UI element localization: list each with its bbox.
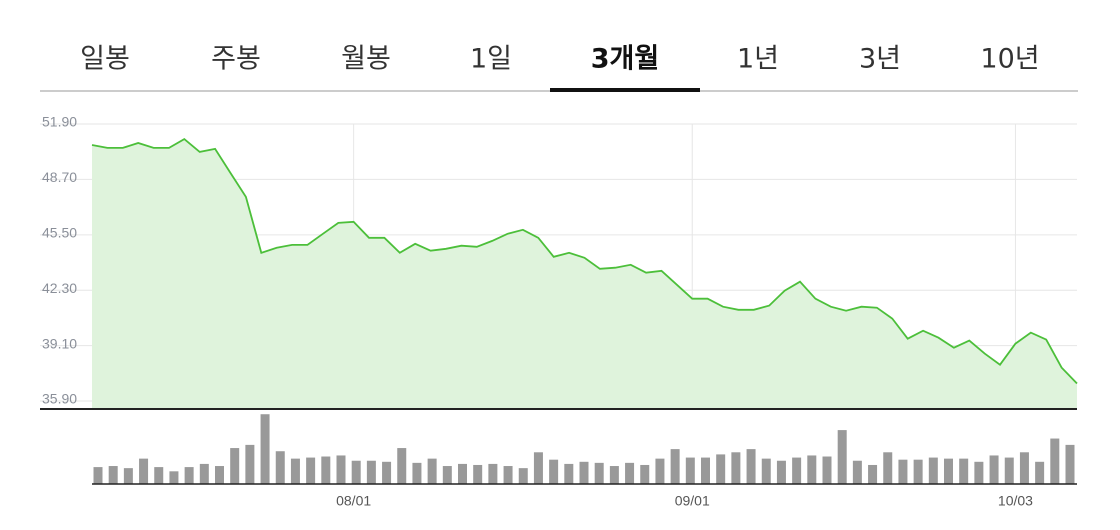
volume-bar: [579, 461, 589, 484]
volume-bar: [518, 468, 528, 484]
volume-bar: [275, 451, 285, 484]
y-tick-label: 39.10: [42, 335, 77, 351]
volume-bar: [594, 462, 604, 484]
volume-bar: [625, 462, 635, 484]
tab[interactable]: 10년: [980, 44, 1039, 75]
volume-bar: [564, 463, 574, 484]
tab[interactable]: 월봉: [341, 44, 391, 75]
x-tick-label: 09/01: [675, 493, 710, 509]
volume-bar: [245, 444, 255, 484]
volume-bar: [716, 454, 726, 484]
volume-bar: [655, 458, 665, 484]
volume-bar: [260, 414, 270, 484]
volume-bar: [458, 463, 467, 484]
volume-bar: [1019, 452, 1029, 484]
volume-bar: [230, 448, 240, 484]
volume-bar: [290, 458, 300, 484]
volume-bar: [1035, 461, 1045, 484]
volume-bar: [336, 455, 346, 484]
volume-bar: [822, 456, 832, 484]
y-tick-label: 48.70: [42, 169, 77, 185]
volume-bar: [807, 455, 817, 484]
volume-bar: [1004, 457, 1014, 484]
tab[interactable]: 주봉: [211, 44, 261, 75]
volume-bar: [199, 463, 209, 484]
volume-bar: [609, 466, 619, 484]
y-tick-label: 35.90: [42, 391, 77, 407]
volume-bar: [473, 464, 483, 484]
volume-bar: [701, 457, 710, 484]
volume-bar: [670, 449, 680, 484]
active-tab-underline: [550, 88, 700, 92]
y-tick-label: 42.30: [42, 280, 77, 296]
tab[interactable]: 1년: [737, 44, 779, 75]
volume-bar: [989, 455, 999, 484]
volume-bar: [139, 458, 149, 484]
price-line: [91, 138, 1078, 385]
volume-bar: [503, 466, 513, 484]
volume-bar: [913, 459, 923, 484]
volume-bar: [427, 458, 437, 484]
volume-bar: [868, 464, 878, 484]
tab[interactable]: 3개월: [591, 44, 659, 75]
volume-bar: [852, 460, 862, 484]
volume-bar: [1050, 438, 1060, 484]
volume-bar: [898, 459, 908, 484]
y-tick-label: 51.90: [42, 114, 77, 130]
price-area: [92, 139, 1077, 409]
volume-bar: [351, 460, 361, 484]
tab[interactable]: 일봉: [80, 44, 130, 75]
volume-bar: [792, 457, 802, 484]
tab[interactable]: 1일: [470, 44, 512, 75]
volume-bar: [837, 430, 847, 484]
volume-bar: [154, 467, 164, 484]
volume-bar: [731, 452, 741, 484]
volume-bar: [761, 458, 771, 484]
volume-bar: [397, 448, 407, 484]
volume-bar: [442, 466, 452, 484]
volume-bar: [944, 458, 953, 484]
volume-bar: [488, 463, 498, 484]
volume-bar: [366, 460, 376, 484]
volume-bar: [776, 460, 786, 484]
volume-bar: [974, 461, 984, 484]
volume-bar: [123, 468, 133, 484]
volume-bar: [412, 462, 422, 484]
volume-bar: [93, 467, 103, 484]
volume-bar: [883, 452, 893, 484]
volume-bar: [382, 461, 392, 484]
volume-bar: [959, 458, 969, 484]
volume-bar: [321, 456, 331, 484]
volume-bar: [169, 471, 179, 484]
volume-bar: [533, 452, 543, 484]
volume-bar: [215, 466, 224, 484]
volume-bar: [1065, 444, 1075, 484]
volume-bar: [746, 449, 756, 484]
volume-bar: [549, 459, 559, 484]
x-tick-label: 08/01: [336, 493, 371, 509]
y-tick-label: 45.50: [42, 225, 77, 241]
volume-bar: [108, 466, 118, 484]
volume-bar: [640, 464, 650, 484]
volume-bar: [306, 457, 316, 484]
x-tick-label: 10/03: [998, 493, 1033, 509]
volume-bar: [928, 457, 938, 484]
volume-bar: [685, 457, 695, 484]
volume-bar: [184, 467, 194, 484]
tab[interactable]: 3년: [859, 44, 901, 75]
